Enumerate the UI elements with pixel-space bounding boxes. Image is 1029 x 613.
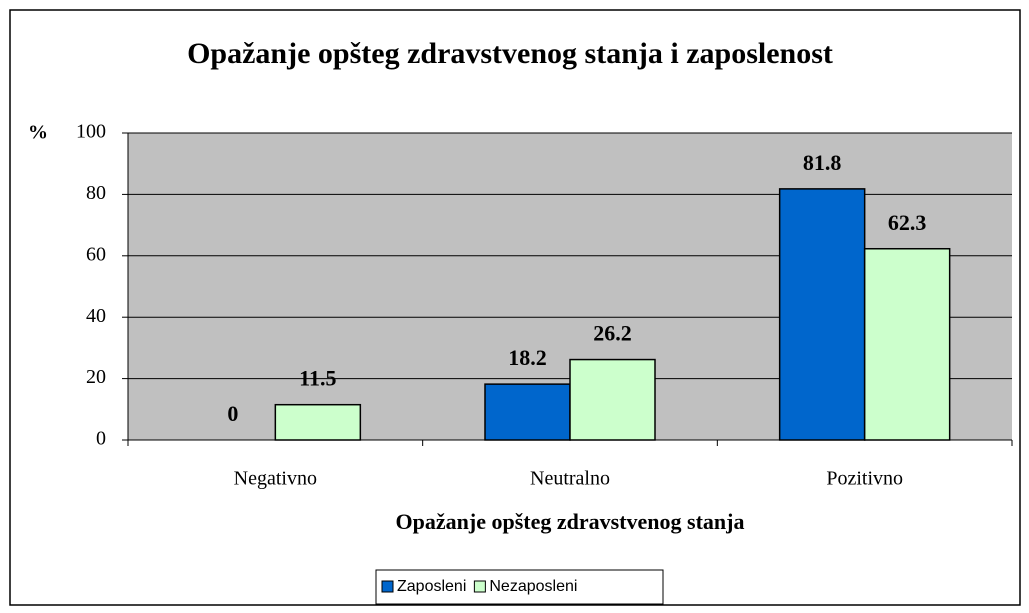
y-tick-label: 100 (76, 121, 106, 143)
x-tick-label: Neutralno (530, 468, 610, 490)
legend-label: Zaposleni (397, 578, 466, 595)
y-tick-label: 80 (86, 182, 106, 204)
data-label: 26.2 (593, 321, 632, 346)
x-tick-label: Pozitivno (826, 468, 903, 490)
legend-box (375, 569, 664, 605)
x-axis-label: Opažanje opšteg zdravstvenog stanja (396, 509, 745, 534)
x-tick-label: Negativno (234, 468, 317, 490)
data-label: 81.8 (803, 150, 842, 175)
data-label: 0 (227, 401, 238, 426)
data-label: 62.3 (888, 210, 927, 235)
y-tick-label: 20 (86, 366, 106, 388)
legend-swatch (473, 580, 486, 593)
y-tick-label: 60 (86, 243, 106, 265)
y-tick-label: 40 (86, 305, 106, 327)
y-axis-label: % (28, 122, 48, 144)
data-label: 11.5 (299, 366, 336, 391)
legend-label: Nezaposleni (489, 578, 577, 595)
data-label: 18.2 (508, 345, 547, 370)
bar (274, 403, 362, 441)
bar (569, 358, 656, 441)
bar (484, 383, 571, 441)
y-tick-label: 0 (96, 428, 106, 450)
bar (778, 188, 866, 441)
bar (863, 247, 951, 441)
chart-title: Opažanje opšteg zdravstvenog stanja i za… (187, 37, 833, 70)
legend-swatch (381, 580, 394, 593)
